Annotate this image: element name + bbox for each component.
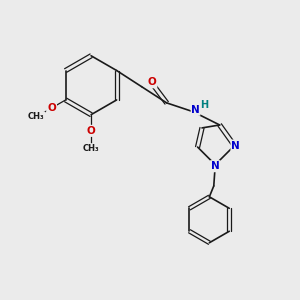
- Text: N: N: [191, 105, 200, 115]
- Text: O: O: [87, 126, 95, 136]
- Text: O: O: [47, 103, 56, 113]
- Text: N: N: [232, 141, 240, 151]
- Text: O: O: [148, 77, 156, 87]
- Text: CH₃: CH₃: [83, 144, 99, 153]
- Text: CH₃: CH₃: [28, 112, 45, 122]
- Text: H: H: [200, 100, 208, 110]
- Text: N: N: [211, 161, 220, 171]
